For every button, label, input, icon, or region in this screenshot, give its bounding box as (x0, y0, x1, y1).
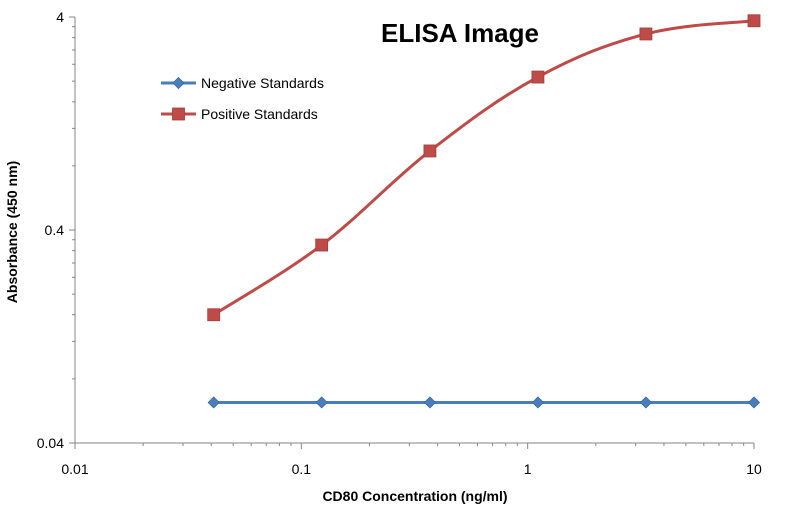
y-axis-ticks: 0.04 0.4 4 (37, 9, 75, 451)
diamond-marker (315, 396, 328, 409)
square-marker (639, 27, 653, 41)
series-layer (207, 14, 761, 409)
legend-entry: Positive Standards (161, 106, 318, 122)
x-axis-ticks: 0.01 0.1 1 10 (61, 443, 762, 477)
square-marker (747, 14, 761, 28)
diamond-marker (531, 396, 544, 409)
x-tick-label: 10 (746, 461, 762, 477)
legend-label: Positive Standards (201, 106, 318, 122)
legend-diamond-marker (172, 76, 185, 90)
x-tick-label: 0.01 (61, 461, 88, 477)
x-tick-label: 0.1 (292, 461, 312, 477)
y-tick-label: 4 (56, 9, 64, 25)
y-axis-title: Absorbance (450 nm) (4, 161, 20, 303)
square-marker (423, 144, 437, 158)
x-axis-title: CD80 Concentration (ng/ml) (322, 488, 507, 504)
diamond-marker (423, 396, 437, 409)
diamond-marker (207, 396, 220, 409)
y-tick-label: 0.04 (37, 435, 64, 451)
square-marker (531, 70, 545, 84)
chart-title: ELISA Image (381, 18, 539, 48)
diamond-marker (639, 396, 652, 409)
legend-square-marker (172, 107, 185, 121)
legend-label: Negative Standards (201, 75, 324, 91)
y-tick-label: 0.4 (45, 222, 65, 238)
square-marker (315, 238, 329, 252)
legend-entry: Negative Standards (161, 75, 324, 91)
series-negative-standards (207, 396, 761, 409)
series-positive-standards (207, 14, 761, 322)
series-line (212, 19, 756, 317)
axes: 0.04 0.4 4 0.01 0.1 1 10 (37, 9, 762, 477)
legend: Negative Standards Positive Standards (161, 75, 324, 122)
square-marker (207, 308, 221, 322)
diamond-marker (747, 396, 761, 409)
x-tick-label: 1 (524, 461, 532, 477)
